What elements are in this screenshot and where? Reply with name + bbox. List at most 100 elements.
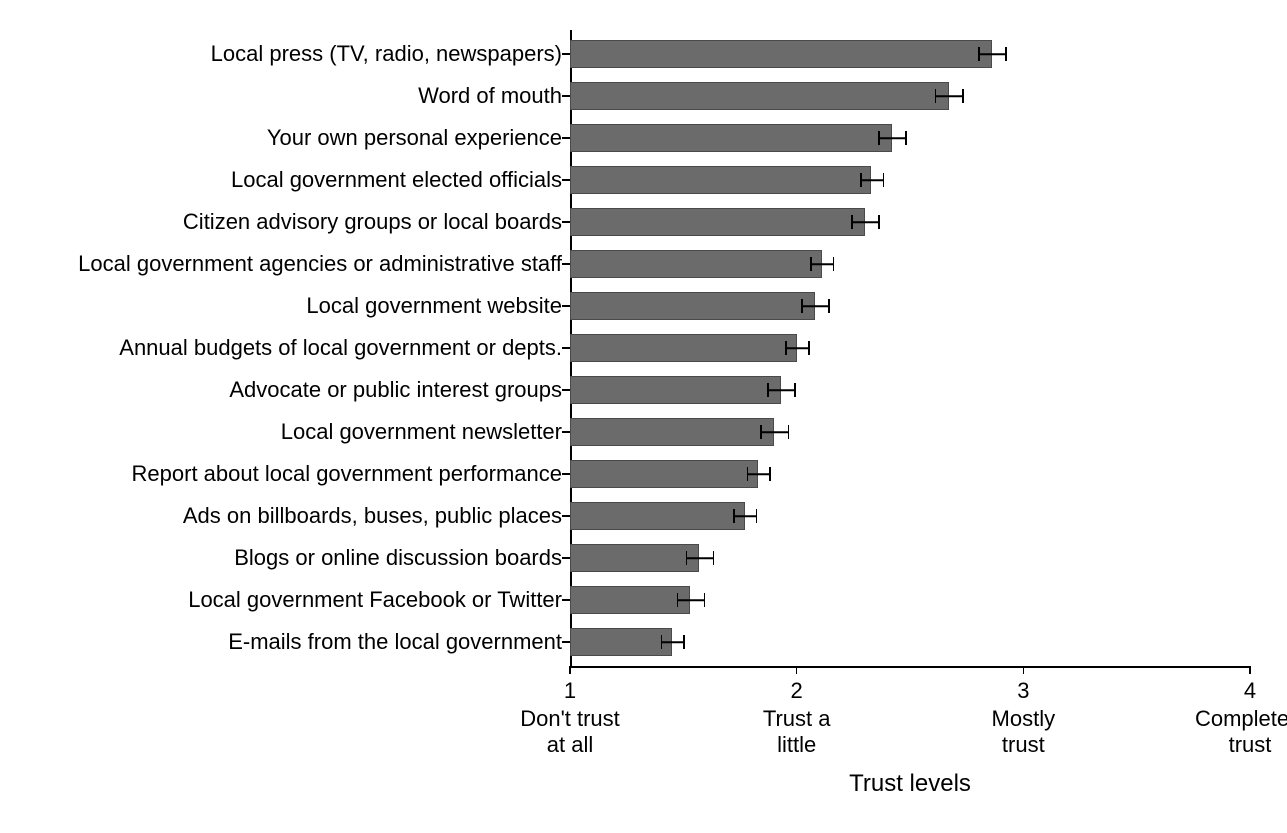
- bar: [570, 250, 822, 278]
- error-bar: [785, 347, 808, 349]
- category-label: Word of mouth: [418, 82, 570, 110]
- error-cap-left: [661, 635, 663, 649]
- x-tick-sublabel2: little: [777, 732, 816, 758]
- category-label: Advocate or public interest groups: [229, 376, 570, 404]
- x-tick-number: 4: [1244, 678, 1256, 704]
- plot-area: Local press (TV, radio, newspapers)Word …: [570, 30, 1250, 670]
- bar: [570, 376, 781, 404]
- y-tick: [562, 473, 570, 475]
- x-tick-number: 1: [564, 678, 576, 704]
- y-tick: [562, 137, 570, 139]
- error-cap-right: [828, 299, 830, 313]
- error-bar: [747, 473, 770, 475]
- x-axis-title: Trust levels: [849, 770, 971, 798]
- category-label: Ads on billboards, buses, public places: [183, 502, 570, 530]
- error-bar: [851, 221, 878, 223]
- x-tick-sublabel: Completely: [1195, 706, 1287, 732]
- error-bar: [878, 137, 905, 139]
- error-bar: [810, 263, 833, 265]
- x-tick-sublabel2: trust: [1229, 732, 1272, 758]
- category-label: Local press (TV, radio, newspapers): [211, 40, 570, 68]
- x-tick-sublabel2: trust: [1002, 732, 1045, 758]
- x-axis: [570, 666, 1250, 668]
- error-cap-right: [794, 383, 796, 397]
- error-cap-right: [808, 341, 810, 355]
- x-tick: [569, 666, 571, 674]
- y-tick: [562, 305, 570, 307]
- error-cap-left: [760, 425, 762, 439]
- x-tick: [796, 666, 798, 674]
- error-bar: [733, 515, 756, 517]
- error-cap-right: [713, 551, 715, 565]
- category-label: Citizen advisory groups or local boards: [183, 208, 570, 236]
- category-label: E-mails from the local government: [228, 628, 570, 656]
- y-tick: [562, 389, 570, 391]
- bar: [570, 628, 672, 656]
- category-label: Local government website: [306, 292, 570, 320]
- error-cap-left: [810, 257, 812, 271]
- bar: [570, 586, 690, 614]
- error-cap-right: [833, 257, 835, 271]
- trust-levels-chart: Local press (TV, radio, newspapers) Word …: [20, 20, 1267, 813]
- error-cap-left: [851, 215, 853, 229]
- y-tick: [562, 431, 570, 433]
- error-cap-left: [801, 299, 803, 313]
- x-tick-sublabel: Don't trust: [520, 706, 620, 732]
- error-cap-left: [767, 383, 769, 397]
- error-cap-right: [704, 593, 706, 607]
- error-cap-right: [788, 425, 790, 439]
- bar: [570, 292, 815, 320]
- category-label: Local government Facebook or Twitter: [188, 586, 570, 614]
- error-bar: [860, 179, 883, 181]
- error-cap-left: [733, 509, 735, 523]
- bar: [570, 544, 699, 572]
- bar: [570, 502, 745, 530]
- category-label: Blogs or online discussion boards: [234, 544, 570, 572]
- error-bar: [801, 305, 828, 307]
- bar: [570, 40, 992, 68]
- error-cap-left: [878, 131, 880, 145]
- bar: [570, 418, 774, 446]
- error-cap-right: [962, 89, 964, 103]
- y-tick: [562, 557, 570, 559]
- error-bar: [661, 641, 684, 643]
- category-label: Your own personal experience: [267, 124, 570, 152]
- x-tick-sublabel: Trust a: [763, 706, 831, 732]
- x-tick-number: 3: [1017, 678, 1029, 704]
- error-cap-left: [935, 89, 937, 103]
- error-cap-right: [1005, 47, 1007, 61]
- error-cap-right: [756, 509, 758, 523]
- y-tick: [562, 53, 570, 55]
- error-cap-right: [769, 467, 771, 481]
- y-tick: [562, 599, 570, 601]
- bar: [570, 166, 871, 194]
- error-cap-left: [747, 467, 749, 481]
- error-bar: [935, 95, 962, 97]
- bar: [570, 124, 892, 152]
- y-tick: [562, 515, 570, 517]
- error-cap-left: [860, 173, 862, 187]
- error-bar: [978, 53, 1005, 55]
- y-tick: [562, 263, 570, 265]
- y-tick: [562, 347, 570, 349]
- x-tick-sublabel2: at all: [547, 732, 593, 758]
- x-tick: [1249, 666, 1251, 674]
- error-cap-left: [686, 551, 688, 565]
- error-cap-right: [683, 635, 685, 649]
- category-label: Annual budgets of local government or de…: [119, 334, 570, 362]
- error-cap-right: [878, 215, 880, 229]
- y-tick: [562, 95, 570, 97]
- error-cap-left: [677, 593, 679, 607]
- category-label: Local government agencies or administrat…: [78, 250, 570, 278]
- error-cap-left: [978, 47, 980, 61]
- x-tick-number: 2: [791, 678, 803, 704]
- bar: [570, 460, 758, 488]
- x-tick-sublabel: Mostly: [992, 706, 1056, 732]
- y-tick: [562, 179, 570, 181]
- y-tick: [562, 641, 570, 643]
- category-label: Local government newsletter: [281, 418, 570, 446]
- category-label: Report about local government performanc…: [132, 460, 570, 488]
- error-bar: [760, 431, 787, 433]
- error-cap-right: [905, 131, 907, 145]
- error-bar: [767, 389, 794, 391]
